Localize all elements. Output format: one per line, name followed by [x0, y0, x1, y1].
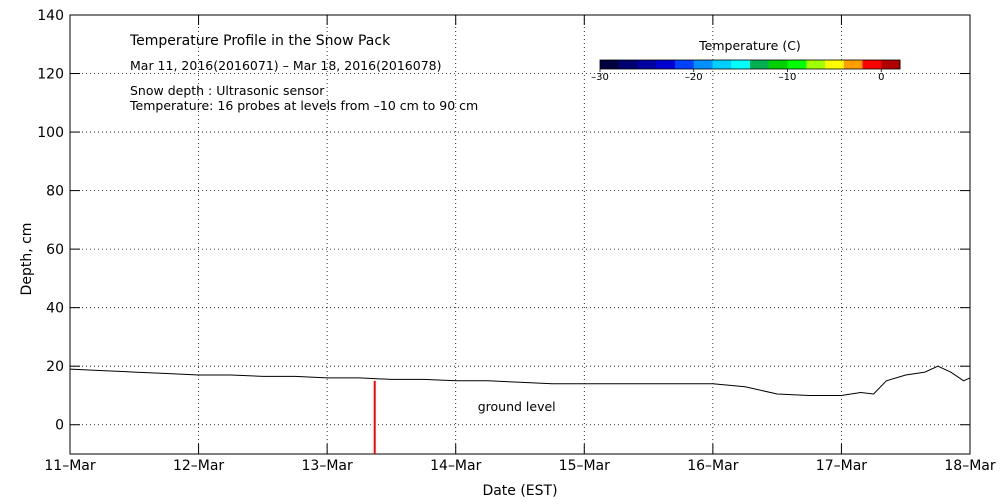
colorbar-segment — [731, 60, 751, 69]
colorbar-segment — [768, 60, 788, 69]
chart-title: Temperature Profile in the Snow Pack — [129, 33, 391, 49]
x-axis-title: Date (EST) — [482, 483, 557, 499]
y-tick-label: 100 — [37, 125, 64, 141]
colorbar-frame — [599, 59, 901, 70]
x-tick-label: 14–Mar — [430, 458, 481, 474]
x-tick-label: 16–Mar — [687, 458, 738, 474]
y-tick-label: 140 — [37, 8, 64, 24]
colorbar-segment — [712, 60, 732, 69]
colorbar-segment — [618, 60, 638, 69]
colorbar-tick-label: –20 — [685, 72, 703, 83]
y-tick-label: 0 — [55, 418, 64, 434]
axis-ticks — [69, 14, 971, 454]
y-tick-labels: 0 20 40 60 80 100 120 140 — [37, 8, 64, 434]
y-tick-label: 40 — [46, 301, 64, 317]
colorbar-segment — [693, 60, 713, 69]
x-tick-label: 18–Mar — [944, 458, 995, 474]
y-axis-title: Depth, cm — [19, 223, 35, 296]
colorbar-segment — [843, 60, 863, 69]
colorbar-segment — [750, 60, 770, 69]
colorbar-tick-label: –30 — [591, 72, 609, 83]
y-tick-label: 60 — [46, 242, 64, 258]
colorbar-segment — [862, 60, 882, 69]
colorbar: –30 –20 –10 0 — [591, 59, 901, 83]
plot-frame — [69, 14, 971, 455]
x-tick-labels: 11–Mar 12–Mar 13–Mar 14–Mar 15–Mar 16–Mar 17–M… — [44, 458, 995, 474]
y-tick-label: 20 — [46, 359, 64, 375]
x-tick-label: 17–Mar — [816, 458, 867, 474]
colorbar-segment — [825, 60, 845, 69]
colorbar-tick-label: 0 — [878, 72, 884, 83]
y-tick-label: 80 — [46, 184, 64, 200]
colorbar-segment — [637, 60, 657, 69]
colorbar-tick-label: –10 — [779, 72, 797, 83]
x-tick-label: 12–Mar — [173, 458, 224, 474]
series-line — [69, 365, 971, 396]
colorbar-segment — [806, 60, 826, 69]
y-tick-label: 120 — [37, 67, 64, 83]
colorbar-segment — [787, 60, 807, 69]
colorbar-segment — [675, 60, 695, 69]
series-group — [69, 365, 971, 396]
x-tick-label: 15–Mar — [559, 458, 610, 474]
colorbar-segment — [656, 60, 676, 69]
chart-subtitle: Mar 11, 2016(2016071) – Mar 18, 2016(201… — [130, 58, 442, 73]
note-temperature: Temperature: 16 probes at levels from –1… — [129, 98, 478, 113]
x-tick-label: 13–Mar — [302, 458, 353, 474]
colorbar-segment — [600, 60, 620, 69]
annotation-label: ground level — [478, 399, 556, 414]
colorbar-segment — [881, 60, 901, 69]
note-snow-depth: Snow depth : Ultrasonic sensor — [130, 83, 325, 98]
x-tick-label: 11–Mar — [44, 458, 95, 474]
colorbar-title: Temperature (C) — [698, 38, 801, 53]
annotations: ground level — [478, 399, 556, 414]
